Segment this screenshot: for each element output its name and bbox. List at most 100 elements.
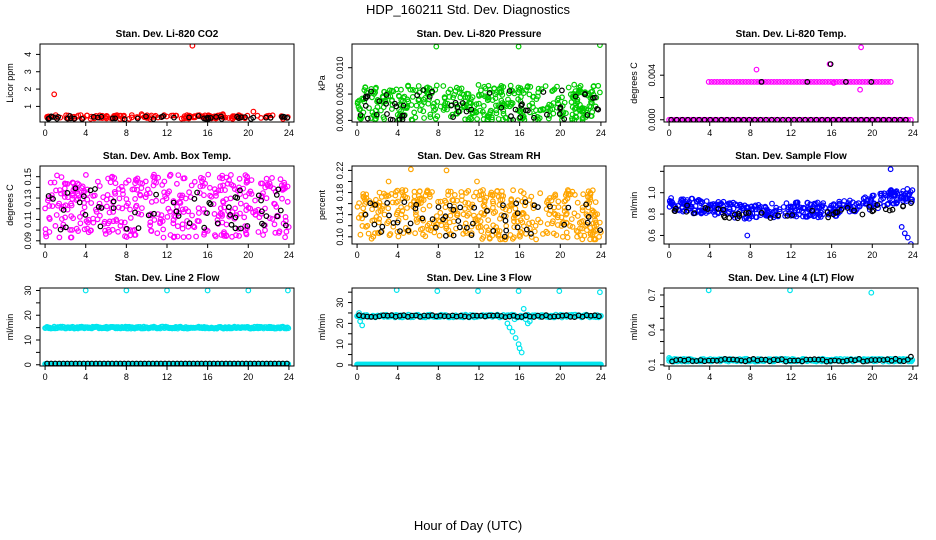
data-point bbox=[69, 226, 75, 233]
data-point bbox=[567, 91, 574, 98]
data-point bbox=[862, 78, 869, 85]
data-point bbox=[779, 78, 786, 85]
data-point bbox=[93, 208, 100, 215]
data-point bbox=[81, 226, 88, 233]
data-point bbox=[597, 44, 603, 48]
data-point bbox=[533, 236, 539, 243]
data-point bbox=[513, 200, 520, 207]
data-point bbox=[580, 191, 587, 198]
y-axis-label: ml/min bbox=[629, 192, 639, 219]
data-point bbox=[358, 115, 364, 122]
data-point bbox=[579, 204, 586, 211]
data-point bbox=[394, 228, 401, 235]
x-tick-label: 24 bbox=[908, 128, 918, 138]
chart-panel: Stan. Dev. Line 2 Flow ml/min 0 4 8 12 16 20 24 0… bbox=[5, 273, 295, 382]
x-tick-label: 24 bbox=[284, 372, 294, 382]
data-point bbox=[402, 214, 409, 221]
data-point bbox=[71, 115, 78, 122]
data-point bbox=[743, 210, 749, 217]
y-axis-label: ml/min bbox=[5, 314, 15, 341]
data-point bbox=[478, 228, 485, 235]
data-point bbox=[509, 328, 516, 335]
data-point bbox=[195, 205, 202, 212]
data-point bbox=[412, 230, 419, 237]
data-point bbox=[828, 116, 835, 122]
data-point bbox=[433, 224, 439, 231]
data-point bbox=[447, 86, 454, 93]
data-point bbox=[373, 84, 379, 91]
data-point bbox=[53, 187, 59, 194]
data-point bbox=[737, 202, 744, 208]
data-point bbox=[363, 194, 370, 201]
data-point bbox=[471, 204, 478, 211]
chart-title: Stan. Dev. Amb. Box Temp. bbox=[103, 151, 231, 162]
data-point bbox=[493, 110, 500, 117]
data-point bbox=[368, 115, 374, 121]
data-point bbox=[120, 191, 126, 198]
y-tick-label: 2 bbox=[23, 87, 33, 92]
data-point bbox=[111, 174, 118, 181]
data-point bbox=[555, 95, 562, 102]
data-point bbox=[186, 220, 193, 227]
y-tick-label: 0.004 bbox=[647, 64, 657, 87]
data-point bbox=[437, 209, 444, 216]
data-point bbox=[56, 234, 63, 241]
data-point bbox=[82, 288, 89, 294]
chart-title: Stan. Dev. Gas Stream RH bbox=[417, 151, 540, 162]
data-point bbox=[893, 116, 900, 122]
data-point bbox=[441, 102, 448, 109]
data-point bbox=[865, 78, 871, 85]
data-point bbox=[404, 205, 410, 211]
data-point bbox=[554, 222, 561, 228]
data-point bbox=[432, 115, 439, 122]
data-point bbox=[361, 210, 368, 217]
data-point bbox=[179, 206, 186, 213]
data-point bbox=[514, 224, 521, 231]
data-point bbox=[42, 226, 49, 233]
data-point bbox=[255, 192, 262, 199]
data-point bbox=[796, 211, 802, 218]
data-point bbox=[905, 116, 911, 122]
data-point bbox=[597, 227, 604, 234]
data-point bbox=[195, 210, 202, 216]
data-point bbox=[490, 227, 497, 234]
data-point bbox=[492, 91, 499, 98]
data-point bbox=[166, 188, 173, 195]
y-tick-label: 0.4 bbox=[647, 324, 657, 337]
data-point bbox=[61, 190, 68, 197]
data-point bbox=[440, 83, 447, 89]
data-point bbox=[433, 44, 440, 50]
data-point bbox=[559, 87, 565, 94]
data-point bbox=[384, 220, 391, 227]
data-point bbox=[486, 234, 493, 241]
data-point bbox=[226, 177, 233, 184]
data-point bbox=[112, 180, 119, 187]
data-point bbox=[877, 190, 884, 197]
data-point bbox=[136, 191, 143, 198]
data-point bbox=[426, 220, 433, 227]
data-point bbox=[822, 78, 829, 85]
point-layer bbox=[354, 166, 604, 243]
data-point bbox=[569, 223, 576, 230]
data-point bbox=[110, 205, 117, 212]
data-point bbox=[378, 229, 385, 235]
data-point bbox=[119, 205, 126, 212]
data-point bbox=[248, 115, 254, 122]
data-point bbox=[555, 198, 562, 205]
data-point bbox=[796, 116, 803, 122]
data-point bbox=[742, 78, 749, 85]
data-point bbox=[143, 113, 149, 120]
data-point bbox=[132, 195, 139, 202]
data-point bbox=[421, 115, 428, 121]
data-point bbox=[408, 166, 414, 173]
data-point bbox=[420, 108, 427, 115]
data-point bbox=[810, 213, 817, 220]
data-point bbox=[886, 207, 893, 214]
data-point bbox=[218, 116, 225, 122]
data-point bbox=[561, 198, 568, 205]
data-point bbox=[148, 198, 155, 205]
data-point bbox=[449, 197, 456, 203]
data-point bbox=[51, 91, 58, 98]
data-point bbox=[882, 116, 889, 122]
data-point bbox=[592, 199, 599, 206]
